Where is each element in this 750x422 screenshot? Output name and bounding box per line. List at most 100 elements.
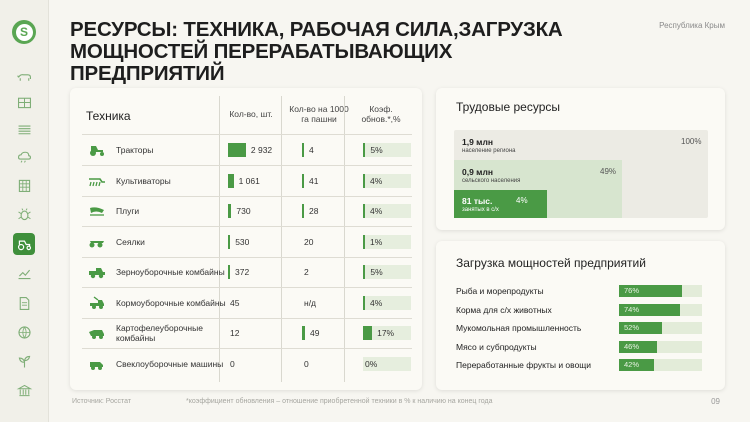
per1000-value: 28 <box>309 206 319 216</box>
renewal-bar <box>363 173 365 188</box>
renewal-bar <box>363 295 365 310</box>
labor-title: Трудовые ресурсы <box>456 100 560 114</box>
count-bar <box>228 234 231 249</box>
population-value: 1,9 млн <box>462 137 493 147</box>
greenhouse-icon[interactable] <box>14 92 34 112</box>
cattle-icon[interactable] <box>14 66 34 86</box>
machinery-name: Свеклоуборочные машины <box>116 358 224 369</box>
grain-harvester-icon <box>88 265 106 279</box>
renewal-cell: 1% <box>363 234 411 249</box>
count-value: 730 <box>236 206 251 216</box>
logo[interactable]: S <box>12 20 36 44</box>
column-divider <box>344 96 345 382</box>
capacity-load-track: 52% <box>619 322 702 335</box>
labor-employed-block <box>454 190 547 218</box>
field-icon[interactable] <box>14 119 34 139</box>
building-grid-icon[interactable] <box>14 175 34 195</box>
machinery-name: Культиваторы <box>116 175 171 186</box>
plough-icon <box>88 204 106 218</box>
machinery-card: Техника Кол-во, шт. Кол-во на 1000 га па… <box>70 88 422 390</box>
per1000-cell: 41 <box>302 173 356 188</box>
per1000-cell: 20 <box>302 235 356 249</box>
count-cell: 12 <box>228 326 288 340</box>
logo-letter: S <box>15 23 33 41</box>
renewal-value: 5% <box>370 145 383 155</box>
machinery-header: Техника <box>86 109 131 123</box>
count-value: 45 <box>230 297 240 308</box>
table-row: Тракторы 2 932 4 5% <box>82 135 412 165</box>
renewal-cell: 4% <box>363 204 411 218</box>
count-cell: 372 <box>228 265 288 279</box>
table-row: Зерноуборочные комбайны 372 2 5% <box>82 257 412 287</box>
per1000-column-header: Кол-во на 1000 га пашни <box>289 104 349 124</box>
renewal-cell: 17% <box>363 326 411 340</box>
renewal-bar-track <box>363 234 411 249</box>
renewal-cell: 5% <box>363 143 411 157</box>
capacity-load-bar <box>619 340 658 353</box>
capacity-load-bar <box>619 359 654 372</box>
renewal-value: 4% <box>370 206 383 216</box>
employed-value: 81 тыс. <box>462 196 493 206</box>
per1000-bar <box>302 143 304 157</box>
capacity-load-bar <box>619 303 681 316</box>
tractor-icon <box>88 143 106 157</box>
document-icon[interactable] <box>14 293 34 313</box>
count-cell: 2 932 <box>228 143 288 157</box>
growth-chart-icon[interactable] <box>14 263 34 283</box>
count-cell: 0 <box>228 357 288 371</box>
renewal-value: 17% <box>377 328 395 338</box>
plant-icon[interactable] <box>14 351 34 371</box>
capacity-load-row: Переработанные фрукты и овощи 42% <box>456 358 718 372</box>
per1000-value: 0 <box>304 358 309 369</box>
table-row: Плуги 730 28 4% <box>82 196 412 226</box>
renewal-bar-track <box>363 356 411 371</box>
renewal-column-header: Коэф. обнов.*,% <box>361 104 401 124</box>
capacity-load-bar <box>619 322 663 335</box>
capacity-load-name: Переработанные фрукты и овощи <box>456 360 592 371</box>
count-value: 0 <box>230 358 235 369</box>
capacity-load-row: Мясо и субпродукты 46% <box>456 340 718 354</box>
labor-card: Трудовые ресурсы 1,9 млн население регио… <box>436 88 725 230</box>
forage-harvester-icon <box>88 295 106 310</box>
per1000-bar <box>302 326 305 340</box>
network-icon[interactable] <box>14 322 34 342</box>
renewal-cell: 5% <box>363 265 411 279</box>
machinery-name: Сеялки <box>116 236 145 247</box>
count-column-header: Кол-во, шт. <box>229 109 273 119</box>
capacity-load-track: 74% <box>619 303 702 316</box>
population-label: население региона <box>462 148 516 154</box>
row-divider <box>82 317 412 319</box>
page-number: 09 <box>711 397 720 406</box>
per1000-value: 41 <box>309 175 319 186</box>
table-row: Кормоуборочные комбайны 45 н/д 4% <box>82 288 412 318</box>
page-title: РЕСУРСЫ: ТЕХНИКА, РАБОЧАЯ СИЛА,ЗАГРУЗКА … <box>70 18 563 85</box>
machinery-name: Тракторы <box>116 145 154 155</box>
tractor-icon[interactable] <box>13 233 35 255</box>
capacity-load-card: Загрузка мощностей предприятий Рыба и мо… <box>436 241 725 390</box>
seeder-icon <box>88 235 106 249</box>
capacity-load-value: 46% <box>624 341 640 351</box>
footnote: *коэффициент обновления – отношение прио… <box>186 398 493 405</box>
capacity-load-row: Корма для с/х животных 74% <box>456 303 718 317</box>
count-bar <box>228 143 246 157</box>
capacity-load-name: Мясо и субпродукты <box>456 341 537 352</box>
renewal-bar-track <box>363 326 411 340</box>
capacity-load-name: Мукомольная промышленность <box>456 323 582 334</box>
rural-value: 0,9 млн <box>462 167 493 177</box>
machinery-name: Картофелеуборочные комбайны <box>116 323 203 343</box>
count-cell: 530 <box>228 234 288 249</box>
table-row: Культиваторы 1 061 41 4% <box>82 166 412 196</box>
capacity-load-title: Загрузка мощностей предприятий <box>456 256 646 270</box>
count-value: 12 <box>230 328 240 338</box>
capacity-load-track: 76% <box>619 285 702 297</box>
bug-icon[interactable] <box>14 204 34 224</box>
per1000-value: 2 <box>304 267 309 277</box>
renewal-bar-track <box>363 173 411 188</box>
renewal-cell: 4% <box>363 295 411 310</box>
weather-icon[interactable] <box>14 146 34 166</box>
machinery-name: Плуги <box>116 206 140 216</box>
capacity-load-value: 74% <box>624 304 640 314</box>
capacity-load-track: 42% <box>619 359 702 372</box>
capacity-load-value: 76% <box>624 286 640 295</box>
bank-icon[interactable] <box>14 380 34 400</box>
